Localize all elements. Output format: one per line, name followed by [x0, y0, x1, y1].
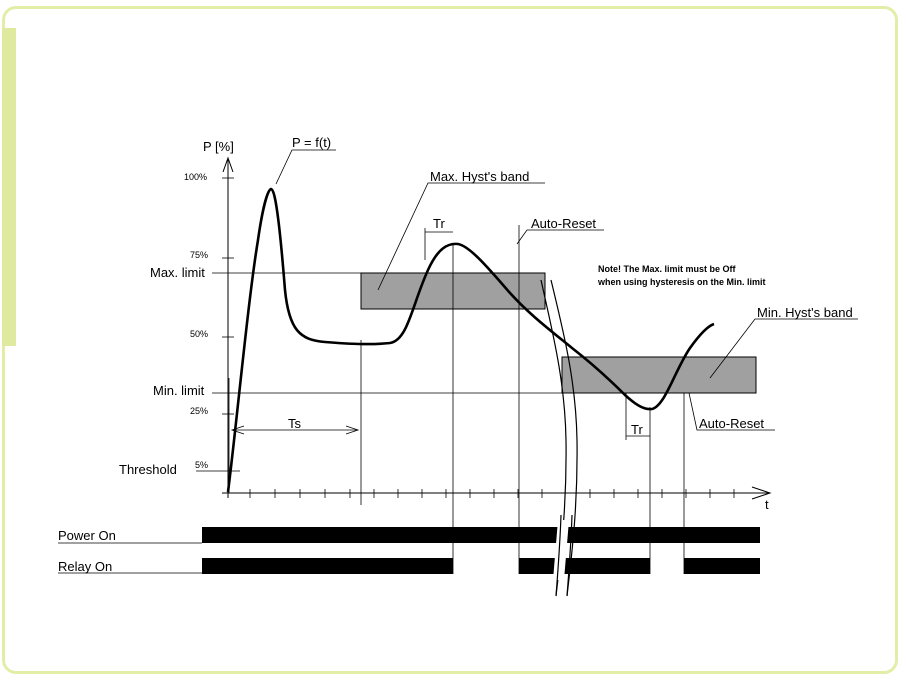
curve-label: P = f(t): [292, 135, 331, 150]
note-line-2: when using hysteresis on the Min. limit: [597, 277, 766, 287]
leader-lines: [275, 149, 858, 431]
y-axis-arrow: [222, 156, 234, 173]
max-limit-label: Max. limit: [150, 265, 205, 280]
relay-on-bar-2: [519, 558, 650, 574]
min-limit-label: Min. limit: [153, 383, 205, 398]
level-5-label: 5%: [195, 460, 208, 470]
power-curve: [226, 187, 715, 493]
tr-bottom-label: Tr: [631, 422, 643, 437]
power-on-bar: [202, 527, 760, 543]
note-line-1: Note! The Max. limit must be Off: [598, 264, 737, 274]
tr-top-label: Tr: [433, 216, 445, 231]
max-hyst-band-label: Max. Hyst's band: [430, 169, 529, 184]
relay-on-bar-1: [202, 558, 453, 574]
y-axis-ticks: [196, 177, 240, 472]
x-axis-ticks: [249, 489, 735, 498]
threshold-label: Threshold: [119, 462, 177, 477]
relay-on-bar-3: [684, 558, 760, 574]
auto-reset-bottom-label: Auto-Reset: [699, 416, 764, 431]
side-accent-bar: [2, 28, 16, 346]
auto-reset-top-label: Auto-Reset: [531, 216, 596, 231]
x-axis-arrow: [751, 486, 772, 500]
signal-break-gap: [553, 520, 569, 580]
power-on-label: Power On: [58, 528, 116, 543]
y-axis-label: P [%]: [203, 139, 234, 154]
level-75-label: 75%: [190, 250, 208, 260]
level-25-label: 25%: [190, 406, 208, 416]
ts-arrow-right: [345, 425, 360, 435]
ts-arrow-left: [230, 425, 245, 435]
level-50-label: 50%: [190, 329, 208, 339]
ts-label: Ts: [288, 416, 302, 431]
signal-break-line-2: [566, 514, 573, 597]
level-100-label: 100%: [184, 172, 207, 182]
tr-brackets: [424, 228, 650, 440]
signal-break-line-1: [555, 514, 562, 597]
relay-on-label: Relay On: [58, 559, 112, 574]
min-hyst-band-label: Min. Hyst's band: [757, 305, 853, 320]
min-hysteresis-band: [561, 356, 757, 394]
x-axis-label: t: [765, 497, 769, 512]
